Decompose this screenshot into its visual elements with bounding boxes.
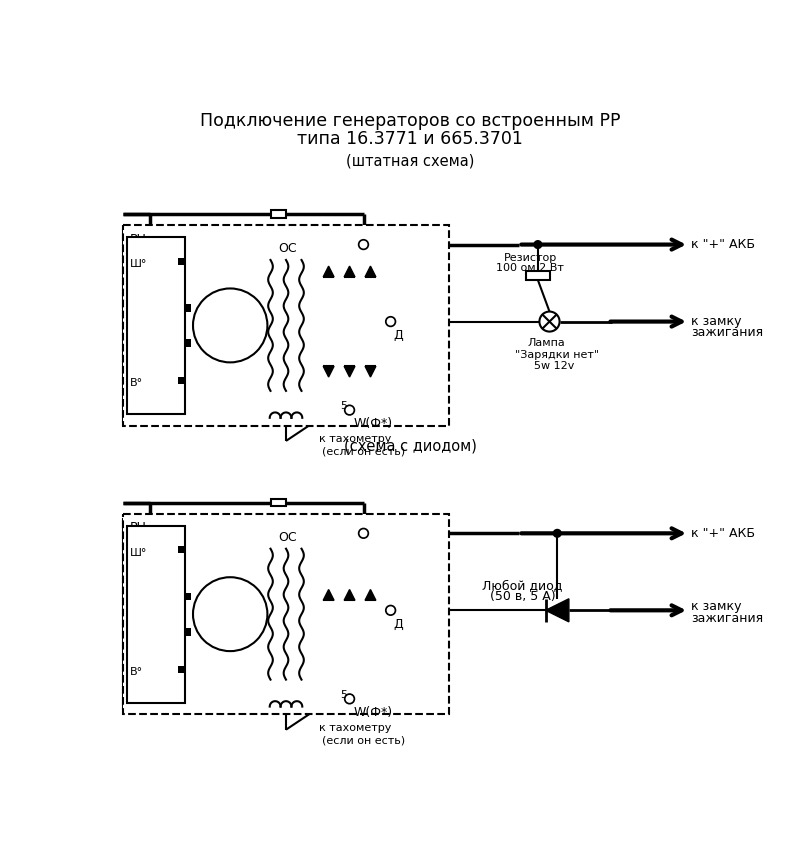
Text: ОР: ОР <box>222 321 238 330</box>
Text: ОС: ОС <box>278 531 297 544</box>
Polygon shape <box>323 366 334 377</box>
Circle shape <box>193 577 267 651</box>
Text: к "+" АКБ: к "+" АКБ <box>691 238 755 251</box>
Circle shape <box>346 695 353 702</box>
Bar <box>184 304 191 311</box>
Text: Ш°: Ш° <box>130 259 147 269</box>
Text: Резистор: Резистор <box>503 254 557 264</box>
Circle shape <box>345 405 354 414</box>
Circle shape <box>360 530 366 536</box>
Text: 100 ом 2 Вт: 100 ом 2 Вт <box>496 263 564 272</box>
Circle shape <box>360 242 366 248</box>
Text: W(Ф*): W(Ф*) <box>354 418 393 431</box>
Circle shape <box>346 407 353 414</box>
Text: "Зарядки нет": "Зарядки нет" <box>514 350 598 360</box>
Text: зажигания: зажигания <box>691 612 763 625</box>
Polygon shape <box>365 590 376 600</box>
Text: типа 16.3771 и 665.3701: типа 16.3771 и 665.3701 <box>297 130 523 148</box>
Text: Подключение генераторов со встроенным РР: Подключение генераторов со встроенным РР <box>200 112 620 130</box>
Text: РН: РН <box>130 232 146 246</box>
Text: W(Ф*): W(Ф*) <box>354 706 393 719</box>
Text: Д: Д <box>393 329 402 342</box>
Text: (50 в, 5 А): (50 в, 5 А) <box>490 590 555 603</box>
Text: к тахометру: к тахометру <box>318 434 391 444</box>
Text: РН: РН <box>130 522 146 534</box>
Polygon shape <box>365 366 376 377</box>
Text: 5w 12v: 5w 12v <box>534 361 574 371</box>
Circle shape <box>359 240 368 249</box>
Text: (если он есть): (если он есть) <box>322 735 406 745</box>
Text: Любой диод: Любой диод <box>482 580 562 592</box>
Bar <box>178 546 185 553</box>
Circle shape <box>387 607 394 614</box>
Text: 5: 5 <box>340 402 347 411</box>
Text: 5: 5 <box>340 690 347 700</box>
Text: ОС: ОС <box>278 242 297 255</box>
Circle shape <box>386 317 395 326</box>
Text: (схема с диодом): (схема с диодом) <box>343 439 477 454</box>
Bar <box>184 340 191 347</box>
Text: В°: В° <box>130 667 143 677</box>
Text: к замку: к замку <box>691 315 742 328</box>
Polygon shape <box>344 590 355 600</box>
Circle shape <box>193 288 267 363</box>
Polygon shape <box>344 366 355 377</box>
Bar <box>123 226 449 426</box>
Text: к тахометру: к тахометру <box>318 723 391 733</box>
Bar <box>184 592 191 600</box>
Text: зажигания: зажигания <box>691 326 763 339</box>
Text: (если он есть): (если он есть) <box>322 447 406 457</box>
Polygon shape <box>323 266 334 277</box>
Polygon shape <box>365 266 376 277</box>
Polygon shape <box>546 599 569 622</box>
Text: Д: Д <box>393 618 402 631</box>
Circle shape <box>539 311 559 332</box>
Bar <box>178 665 185 672</box>
Bar <box>178 377 185 384</box>
Circle shape <box>554 529 561 537</box>
Bar <box>184 628 191 636</box>
Circle shape <box>387 318 394 325</box>
Text: к замку: к замку <box>691 600 742 613</box>
Bar <box>127 526 186 703</box>
Circle shape <box>359 528 368 538</box>
Circle shape <box>386 606 395 615</box>
Circle shape <box>345 694 354 704</box>
Circle shape <box>534 241 542 248</box>
Text: Лампа: Лампа <box>528 338 566 348</box>
Text: (штатная схема): (штатная схема) <box>346 153 474 168</box>
Bar <box>526 271 550 280</box>
Bar <box>270 210 286 218</box>
Bar <box>178 258 185 265</box>
Bar <box>123 514 449 714</box>
Polygon shape <box>323 590 334 600</box>
Bar <box>270 499 286 506</box>
Text: ОР: ОР <box>222 609 238 620</box>
Bar <box>127 237 186 414</box>
Text: Ш°: Ш° <box>130 547 147 557</box>
Text: В°: В° <box>130 378 143 388</box>
Polygon shape <box>344 266 355 277</box>
Text: к "+" АКБ: к "+" АКБ <box>691 527 755 540</box>
